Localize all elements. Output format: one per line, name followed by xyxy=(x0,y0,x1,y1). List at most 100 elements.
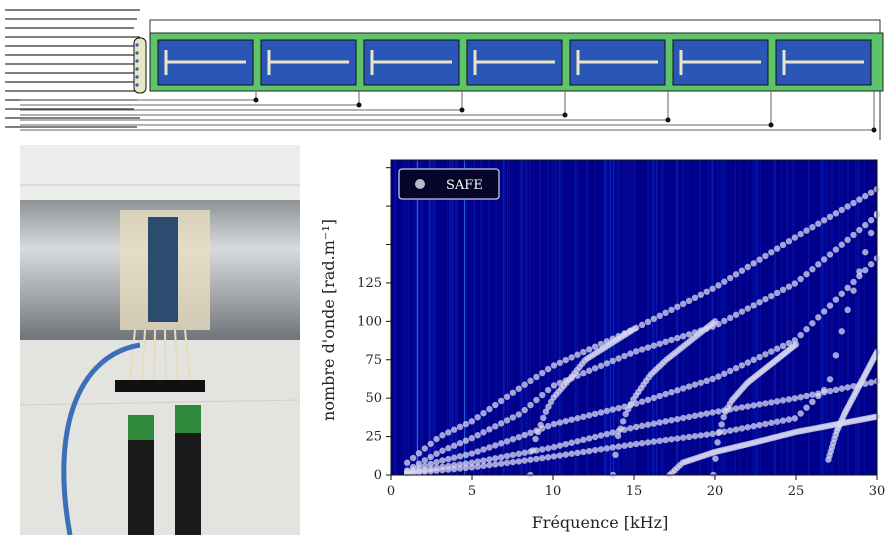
safe-point xyxy=(844,236,851,244)
safe-point xyxy=(486,461,493,469)
safe-point xyxy=(603,430,611,438)
safe-point xyxy=(691,381,699,388)
safe-point xyxy=(703,288,710,295)
safe-point xyxy=(867,229,875,237)
x-tick-label: 20 xyxy=(707,484,724,499)
safe-point xyxy=(574,438,581,445)
safe-point xyxy=(768,399,775,406)
safe-point xyxy=(844,284,851,292)
safe-point xyxy=(750,402,757,409)
safe-point xyxy=(803,404,810,411)
safe-point xyxy=(832,352,840,359)
safe-point xyxy=(627,350,634,357)
safe-point xyxy=(633,423,640,431)
safe-point xyxy=(809,391,816,398)
safe-point xyxy=(862,249,869,256)
safe-point xyxy=(791,395,798,402)
safe-point xyxy=(756,353,763,361)
safe-point xyxy=(832,296,840,303)
safe-point xyxy=(838,385,845,392)
safe-point xyxy=(797,331,804,339)
safe-point xyxy=(421,468,429,475)
safe-point xyxy=(503,459,511,467)
safe-point xyxy=(691,432,699,440)
safe-point xyxy=(427,468,434,475)
safe-point xyxy=(529,447,537,454)
safe-point xyxy=(544,422,552,430)
safe-point xyxy=(820,386,828,394)
safe-point xyxy=(773,345,781,352)
safe-point xyxy=(421,457,429,464)
safe-point xyxy=(556,442,564,449)
safe-point xyxy=(838,328,845,335)
safe-point xyxy=(703,377,710,385)
safe-point xyxy=(615,404,622,412)
safe-point xyxy=(597,409,605,416)
safe-point xyxy=(480,462,487,470)
safe-point xyxy=(492,455,499,462)
safe-point xyxy=(527,377,534,385)
safe-point xyxy=(492,401,499,409)
safe-point xyxy=(515,458,522,465)
safe-point xyxy=(826,376,834,383)
safe-point xyxy=(633,348,640,355)
connector xyxy=(115,380,205,392)
safe-series-8 xyxy=(710,341,800,479)
safe-point xyxy=(638,398,646,405)
safe-point xyxy=(421,445,429,452)
safe-point xyxy=(744,305,752,312)
safe-point xyxy=(773,245,781,252)
safe-point xyxy=(562,451,569,458)
sensor-on-pipe-photo xyxy=(20,145,300,535)
safe-point xyxy=(685,413,693,421)
y-tick-label: 75 xyxy=(365,353,382,368)
safe-point xyxy=(779,342,787,350)
safe-point xyxy=(750,422,757,430)
safe-point xyxy=(862,192,869,200)
safe-point xyxy=(468,464,475,471)
safe-point xyxy=(674,415,681,423)
safe-point xyxy=(773,398,781,405)
safe-point xyxy=(586,447,593,455)
safe-point xyxy=(456,440,464,447)
safe-point xyxy=(750,260,757,267)
safe-point xyxy=(715,373,722,380)
safe-point xyxy=(797,410,804,417)
sensor-layout-diagram xyxy=(5,9,884,140)
safe-point xyxy=(680,434,687,441)
safe-point xyxy=(515,411,522,418)
safe-point xyxy=(638,321,646,329)
safe-point xyxy=(486,444,493,451)
safe-point xyxy=(779,417,787,424)
safe-point xyxy=(550,453,558,460)
safe-point xyxy=(803,227,810,234)
safe-point xyxy=(568,354,575,361)
safe-point xyxy=(768,348,775,355)
safe-point xyxy=(715,408,722,415)
safe-point xyxy=(668,306,675,314)
safe-point xyxy=(809,320,816,327)
safe-point xyxy=(721,317,728,325)
safe-point xyxy=(439,457,446,464)
safe-point xyxy=(545,403,552,410)
safe-point xyxy=(668,436,675,443)
safe-point xyxy=(803,270,810,278)
safe-point xyxy=(809,398,816,406)
safe-series-10 xyxy=(825,348,881,463)
safe-point xyxy=(650,420,658,427)
safe-point xyxy=(532,435,539,443)
safe-point xyxy=(638,439,646,447)
safe-point xyxy=(497,440,505,447)
safe-point xyxy=(656,312,663,320)
x-tick-label: 0 xyxy=(387,484,395,499)
safe-point xyxy=(721,370,728,377)
safe-point xyxy=(768,249,775,256)
x-tick-label: 5 xyxy=(468,484,476,499)
safe-point xyxy=(744,403,752,410)
safe-point xyxy=(809,223,816,231)
safe-point xyxy=(656,419,663,426)
safe-point xyxy=(619,418,627,425)
safe-point xyxy=(838,206,845,214)
safe-point xyxy=(625,405,632,413)
safe-point xyxy=(591,365,599,372)
